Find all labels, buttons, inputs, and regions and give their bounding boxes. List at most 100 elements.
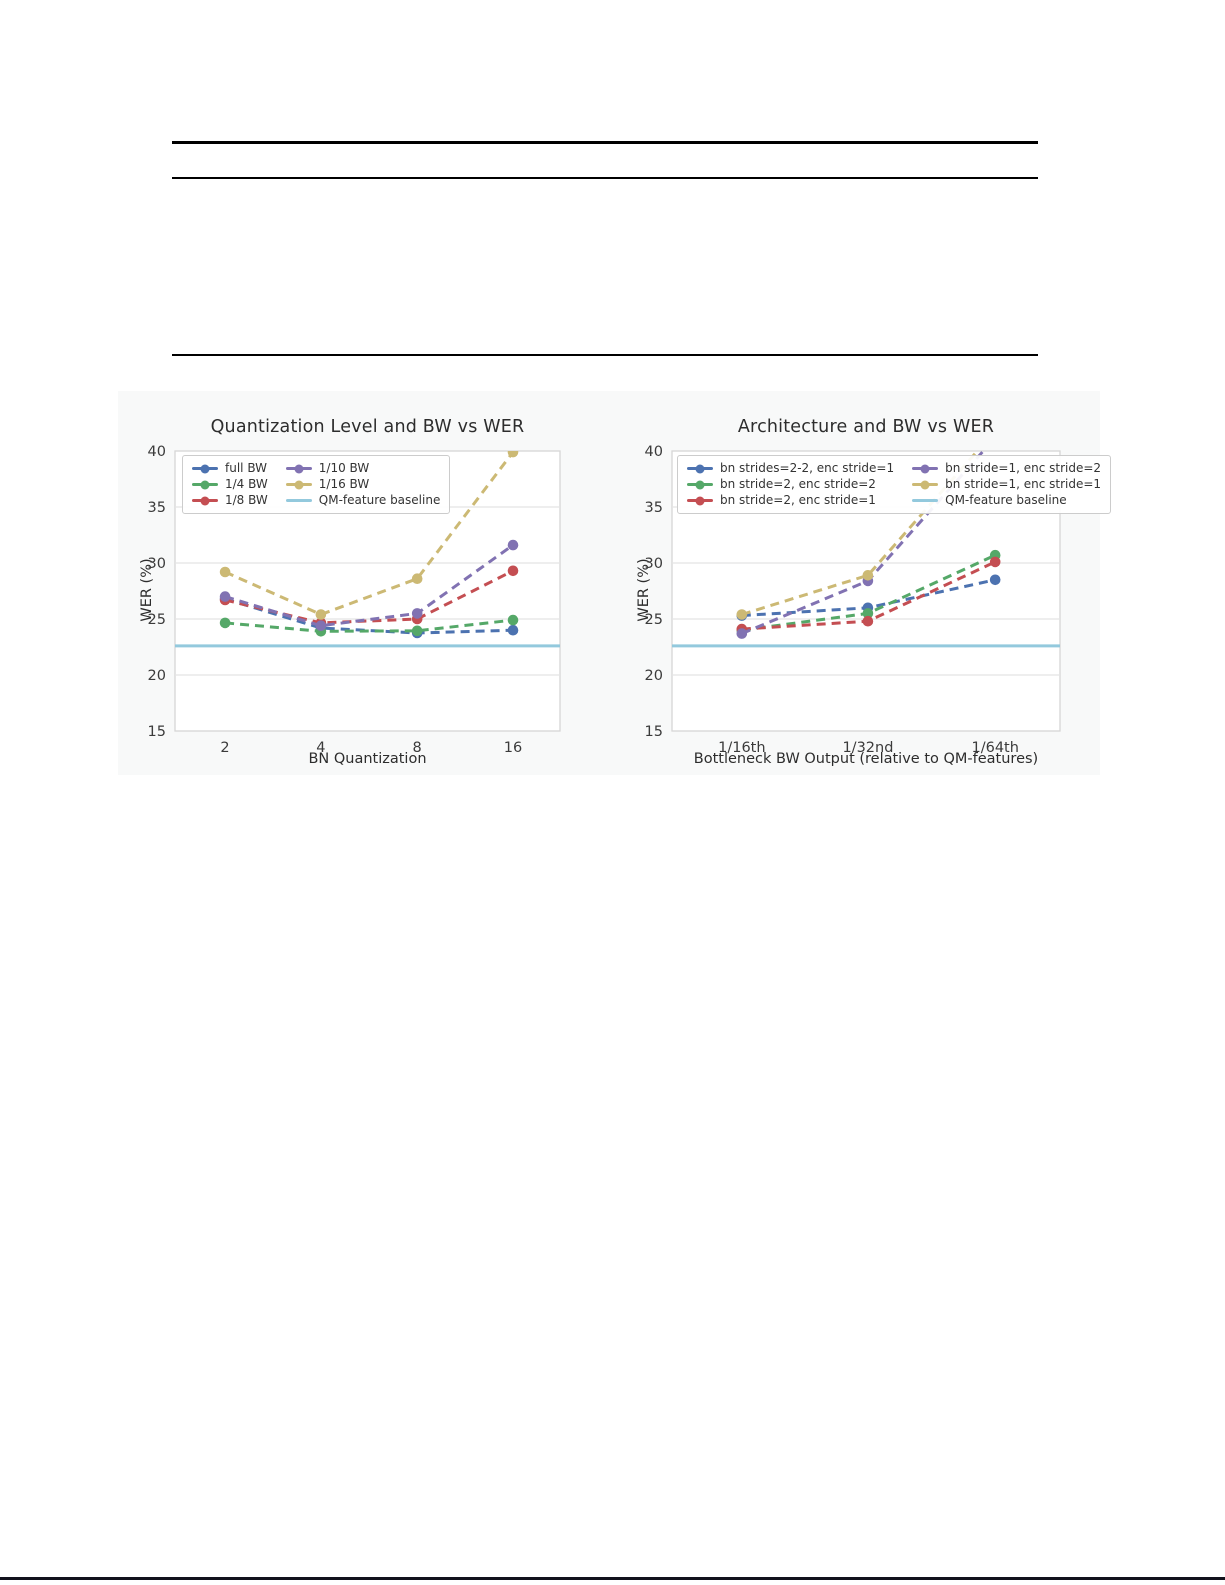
- legend-label: 1/8 BW: [225, 493, 268, 507]
- y-tick-label: 30: [645, 556, 663, 572]
- data-point: [990, 432, 1001, 443]
- figure-panel: Quantization Level and BW vs WER WER (%)…: [118, 391, 1112, 775]
- legend-item: 1/8 BW: [192, 493, 268, 508]
- legend-line-swatch: [912, 499, 939, 502]
- legend-marker-dot: [920, 480, 930, 489]
- legend-item: bn stride=2, enc stride=2: [687, 477, 894, 492]
- legend-line-marker-swatch: [912, 464, 939, 473]
- data-point: [862, 615, 874, 627]
- legend-label: QM-feature baseline: [318, 493, 441, 507]
- data-point: [315, 620, 327, 631]
- x-tick-label: 2: [220, 740, 229, 756]
- legend-item: bn strides=2-2, enc stride=1: [687, 461, 894, 476]
- series-line: [224, 543, 514, 628]
- legend-label: full BW: [225, 461, 267, 475]
- legend-marker-dot: [294, 464, 304, 473]
- legend-item: 1/16 BW: [285, 477, 441, 492]
- x-axis-label: BN Quantization: [308, 751, 427, 767]
- data-point: [507, 539, 519, 551]
- legend-item: QM-feature baseline: [285, 493, 441, 508]
- legend-item: full BW: [192, 461, 268, 476]
- chart-architecture-vs-wer: Architecture and BW vs WER WER (%) 15 20 2…: [610, 393, 1112, 775]
- chart-title: Quantization Level and BW vs WER: [210, 417, 525, 437]
- data-point: [411, 608, 423, 619]
- legend-label: 1/10 BW: [318, 461, 370, 475]
- data-point: [315, 609, 327, 620]
- legend-label: 1/4 BW: [225, 477, 268, 491]
- data-point: [736, 628, 748, 639]
- y-tick-label: 20: [148, 668, 166, 684]
- legend-label: bn stride=1, enc stride=1: [945, 477, 1102, 491]
- y-tick-label: 40: [148, 444, 166, 460]
- series-line: [224, 618, 514, 633]
- legend-label: bn stride=2, enc stride=2: [720, 477, 876, 491]
- data-point: [862, 608, 874, 619]
- legend-line-swatch: [285, 499, 312, 502]
- page-bottom-edge: [0, 1577, 1225, 1580]
- legend-marker-dot: [200, 464, 210, 473]
- legend-label: bn stride=2, enc stride=1: [720, 493, 876, 507]
- legend-item: bn stride=2, enc stride=1: [687, 493, 894, 508]
- table-header-rule: [172, 177, 1038, 179]
- data-point: [219, 617, 231, 629]
- legend-line-marker-swatch: [912, 480, 939, 489]
- legend-marker-dot: [920, 464, 930, 473]
- legend-label: bn strides=2-2, enc stride=1: [720, 461, 895, 475]
- table-bottom-rule: [172, 354, 1038, 356]
- y-tick-label: 15: [148, 724, 166, 740]
- legend-line-marker-swatch: [285, 480, 312, 489]
- legend-line-marker-swatch: [687, 464, 713, 473]
- data-point: [989, 556, 1001, 568]
- data-point: [989, 574, 1001, 586]
- legend-label: 1/16 BW: [318, 477, 370, 491]
- data-point: [411, 573, 423, 584]
- legend-line-marker-swatch: [687, 496, 713, 505]
- y-tick-label: 30: [148, 556, 166, 572]
- legend-marker-dot: [200, 480, 210, 489]
- data-point: [219, 591, 231, 602]
- y-tick-label: 15: [645, 724, 663, 740]
- legend-marker-dot: [200, 496, 210, 505]
- legend-marker-dot: [294, 480, 304, 489]
- legend-item: 1/10 BW: [285, 461, 441, 476]
- x-tick-label: 4: [316, 740, 325, 756]
- legend-line-marker-swatch: [687, 480, 713, 489]
- data-point: [736, 609, 748, 620]
- data-point: [862, 570, 874, 581]
- data-point: [219, 566, 231, 578]
- y-tick-label: 20: [645, 668, 663, 684]
- data-point: [507, 565, 519, 577]
- data-point: [507, 451, 519, 458]
- chart-canvas: 15 20 25 30 35 40 1/16th 1/32nd 1/64th: [645, 426, 1061, 756]
- legend-line-marker-swatch: [192, 496, 218, 505]
- x-tick-label: 8: [413, 740, 422, 756]
- x-tick-label: 16: [504, 740, 522, 756]
- chart-legend: full BW 1/4 BW 1/8 BW 1/10 BW 1/16 BW QM-feat…: [182, 455, 451, 514]
- legend-label: bn stride=1, enc stride=2: [945, 461, 1102, 475]
- legend-line-marker-swatch: [192, 464, 218, 473]
- table-top-rule: [172, 141, 1038, 144]
- legend-marker-dot: [695, 464, 705, 473]
- data-point: [990, 426, 1001, 437]
- legend-marker-dot: [695, 480, 705, 489]
- x-tick-label: 1/32nd: [842, 740, 893, 756]
- chart-legend: bn strides=2-2, enc stride=1 bn stride=2,…: [677, 455, 1112, 514]
- data-point: [411, 625, 423, 637]
- legend-line-marker-swatch: [285, 464, 312, 473]
- chart-title: Architecture and BW vs WER: [737, 417, 995, 437]
- series-line: [224, 597, 514, 635]
- x-tick-label: 1/16th: [718, 740, 765, 756]
- chart-quantization-vs-wer: Quantization Level and BW vs WER WER (%)…: [118, 393, 618, 775]
- y-tick-label: 25: [148, 612, 166, 628]
- data-point: [507, 624, 519, 636]
- x-axis-label: Bottleneck BW Output (relative to QM-fea…: [693, 751, 1039, 767]
- legend-label: QM-feature baseline: [945, 493, 1067, 507]
- y-tick-label: 40: [645, 444, 663, 460]
- y-tick-label: 25: [645, 612, 663, 628]
- legend-item: 1/4 BW: [192, 477, 268, 492]
- data-point: [507, 614, 519, 626]
- legend-marker-dot: [695, 496, 705, 505]
- legend-line-marker-swatch: [192, 480, 218, 489]
